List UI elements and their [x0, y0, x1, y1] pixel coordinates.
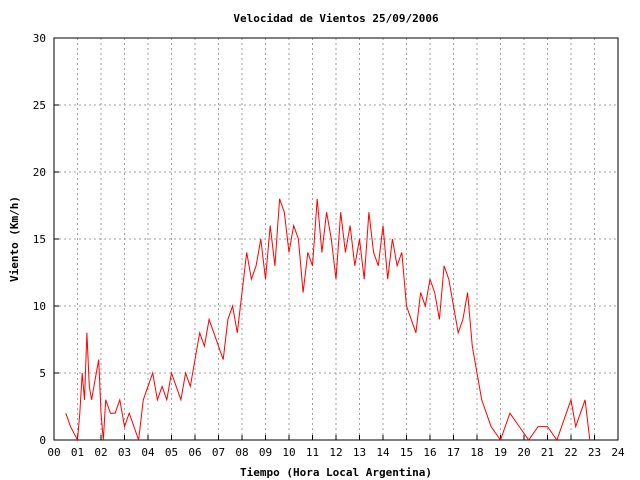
x-tick-label: 16	[423, 446, 436, 459]
y-tick-label: 25	[33, 99, 46, 112]
y-tick-label: 30	[33, 32, 46, 45]
x-tick-label: 15	[400, 446, 413, 459]
x-tick-label: 08	[235, 446, 248, 459]
y-tick-label: 5	[39, 367, 46, 380]
x-tick-label: 01	[71, 446, 84, 459]
x-tick-label: 23	[588, 446, 601, 459]
y-tick-label: 15	[33, 233, 46, 246]
x-tick-label: 07	[212, 446, 225, 459]
x-tick-label: 02	[94, 446, 107, 459]
x-tick-label: 12	[329, 446, 342, 459]
x-tick-label: 14	[376, 446, 390, 459]
y-axis-label: Viento (Km/h)	[8, 196, 21, 282]
x-tick-label: 18	[470, 446, 483, 459]
x-tick-label: 22	[564, 446, 577, 459]
x-tick-label: 13	[353, 446, 366, 459]
x-tick-label: 04	[141, 446, 155, 459]
y-tick-label: 10	[33, 300, 46, 313]
chart-title: Velocidad de Vientos 25/09/2006	[233, 12, 439, 25]
y-tick-label: 20	[33, 166, 46, 179]
x-tick-label: 24	[611, 446, 625, 459]
x-tick-label: 21	[541, 446, 554, 459]
x-tick-label: 03	[118, 446, 131, 459]
x-tick-label: 11	[306, 446, 319, 459]
x-tick-label: 19	[494, 446, 507, 459]
grid-lines	[54, 38, 618, 440]
x-tick-label: 05	[165, 446, 178, 459]
y-axis-ticks: 0 5 10 15 20 25 30	[33, 32, 59, 447]
x-tick-label: 09	[259, 446, 272, 459]
x-tick-label: 06	[188, 446, 201, 459]
x-axis-label: Tiempo (Hora Local Argentina)	[240, 466, 432, 479]
x-tick-label: 10	[282, 446, 295, 459]
wind-series-line	[65, 198, 591, 442]
x-tick-label: 00	[47, 446, 60, 459]
x-tick-label: 17	[447, 446, 460, 459]
y-tick-label: 0	[39, 434, 46, 447]
x-tick-label: 20	[517, 446, 530, 459]
x-axis-ticks: 00 01 02 03 04 05 06 07 08 09 10 11 12 13 14 15 16 17 18 19…	[47, 435, 625, 459]
